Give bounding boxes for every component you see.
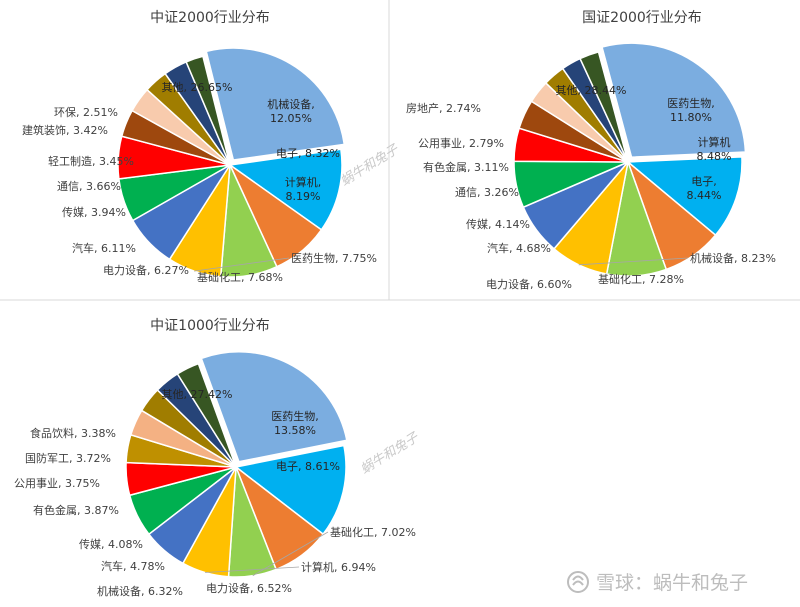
slice-label: 电力设备, 6.27% bbox=[103, 263, 189, 277]
chart-title: 中证2000行业分布 bbox=[150, 10, 270, 26]
slice-label: 医药生物, 7.75% bbox=[291, 251, 377, 265]
pie-slices bbox=[513, 42, 747, 277]
pie-slices bbox=[125, 351, 348, 578]
slice-label: 其他, 28.44% bbox=[556, 84, 627, 97]
slice-label: 医药生物, 11.80% bbox=[667, 96, 715, 124]
slice-label: 有色金属, 3.87% bbox=[33, 503, 119, 517]
slice-label: 汽车, 4.78% bbox=[101, 559, 165, 573]
slice-label: 电子, 8.61% bbox=[276, 460, 340, 473]
slice-label: 传媒, 3.94% bbox=[62, 206, 126, 219]
chart-title: 中证1000行业分布 bbox=[150, 318, 270, 334]
leader-line bbox=[578, 257, 689, 266]
pie-slice bbox=[234, 444, 347, 536]
slice-label: 有色金属, 3.11% bbox=[423, 160, 509, 174]
slice-label: 国防军工, 3.72% bbox=[25, 451, 111, 465]
slice-label: 电力设备, 6.60% bbox=[486, 277, 572, 291]
leader-line bbox=[252, 531, 329, 577]
watermark-footer-text: 雪球：蜗牛和兔子 bbox=[596, 572, 748, 594]
slice-label: 基础化工, 7.28% bbox=[598, 272, 684, 286]
slice-label: 其他, 26.65% bbox=[162, 81, 233, 94]
slice-label: 通信, 3.66% bbox=[57, 180, 121, 193]
pie-slice bbox=[200, 351, 348, 463]
pie-chart-csi2000: 中证2000行业分布 其他, 26.65% 机械设备, 12.05% 电子, 8.32… bbox=[22, 10, 377, 284]
pie-slice bbox=[205, 47, 346, 161]
slice-label: 建筑装饰, 3.42% bbox=[22, 123, 108, 137]
pie-slice bbox=[185, 55, 231, 166]
slice-label: 通信, 3.26% bbox=[455, 186, 519, 199]
pie-slice bbox=[228, 148, 343, 231]
slice-label: 食品饮料, 3.38% bbox=[30, 426, 116, 440]
slice-label: 机械设备, 8.23% bbox=[690, 251, 776, 265]
pie-chart-csi1000: 中证1000行业分布 其他, 27.42% 医药生物, 13.58% 电子, 8.61… bbox=[14, 318, 416, 598]
slice-label: 其他, 27.42% bbox=[162, 388, 233, 401]
slice-label: 医药生物, 13.58% bbox=[271, 409, 319, 437]
watermark-diagonal: 蜗牛和兔子 bbox=[338, 142, 402, 190]
slice-label: 汽车, 4.68% bbox=[487, 241, 551, 255]
pie-data-labels: 其他, 27.42% 医药生物, 13.58% 电子, 8.61% 基础化工, 7.02… bbox=[14, 388, 416, 598]
slice-label: 汽车, 6.11% bbox=[72, 241, 136, 255]
pie-slice bbox=[579, 50, 629, 163]
pie-slice bbox=[176, 362, 237, 468]
slice-label: 公用事业, 2.79% bbox=[418, 137, 504, 150]
slice-label: 基础化工, 7.02% bbox=[330, 525, 416, 539]
slice-label: 环保, 2.51% bbox=[54, 105, 118, 119]
leader-line bbox=[194, 257, 290, 272]
pie-slice bbox=[601, 42, 747, 158]
pie-data-labels: 其他, 26.65% 机械设备, 12.05% 电子, 8.32% 计算机, 8.19% 医… bbox=[22, 81, 377, 284]
slice-label: 计算机, 8.19% bbox=[285, 175, 322, 203]
slice-label: 房地产, 2.74% bbox=[406, 101, 481, 115]
leader-line bbox=[204, 566, 300, 573]
slice-label: 计算机 8.48% bbox=[697, 135, 732, 163]
slice-label: 机械设备, 6.32% bbox=[97, 584, 183, 598]
slice-label: 传媒, 4.08% bbox=[79, 538, 143, 551]
watermark-footer: 雪球：蜗牛和兔子 bbox=[567, 571, 748, 594]
pie-slice bbox=[626, 156, 743, 237]
chart-title: 国证2000行业分布 bbox=[582, 10, 702, 26]
pie-slices bbox=[117, 47, 346, 278]
pie-chart-cni2000: 国证2000行业分布 其他, 28.44% 医药生物, 11.80% 计算机 8.48%… bbox=[406, 10, 776, 291]
slice-label: 电子, 8.32% bbox=[276, 147, 340, 160]
slice-label: 基础化工, 7.68% bbox=[197, 270, 283, 284]
slice-label: 公用事业, 3.75% bbox=[14, 477, 100, 490]
slice-label: 机械设备, 12.05% bbox=[267, 97, 315, 125]
pie-data-labels: 其他, 28.44% 医药生物, 11.80% 计算机 8.48% 电子, 8.44% 机械设… bbox=[406, 84, 776, 291]
slice-label: 计算机, 6.94% bbox=[301, 560, 376, 574]
slice-label: 传媒, 4.14% bbox=[466, 218, 530, 231]
snowball-logo-icon bbox=[567, 571, 589, 593]
slice-label: 轻工制造, 3.45% bbox=[48, 154, 134, 168]
watermark-diagonal: 蜗牛和兔子 bbox=[358, 430, 422, 478]
slice-label: 电子, 8.44% bbox=[687, 175, 722, 202]
slice-label: 电力设备, 6.52% bbox=[206, 581, 292, 595]
